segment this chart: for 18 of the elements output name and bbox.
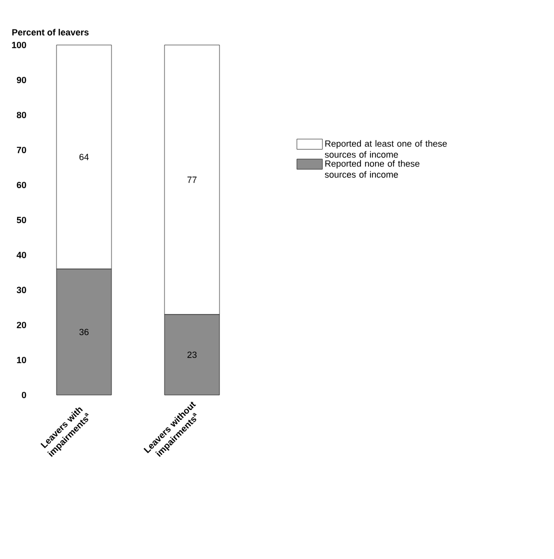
- y-tick-label: 80: [16, 112, 26, 118]
- y-tick-label: 40: [16, 252, 26, 258]
- data-label: 23: [187, 352, 197, 358]
- y-tick-label: 20: [16, 322, 26, 328]
- y-axis-title: Percent of leavers: [12, 28, 89, 36]
- data-label: 36: [79, 328, 89, 336]
- y-tick-label: 50: [16, 216, 26, 224]
- data-label: 64: [79, 154, 89, 160]
- y-tick-label: 60: [16, 182, 26, 188]
- y-tick-label: 10: [17, 356, 26, 364]
- y-tick-label: 0: [22, 392, 26, 398]
- y-tick-label: 30: [16, 286, 26, 294]
- y-tick-label: 100: [12, 42, 26, 48]
- legend-label: Reported none of these sources of income: [324, 160, 420, 178]
- data-label: 77: [187, 176, 197, 183]
- legend-label: Reported at least one of these sources of income: [324, 140, 447, 158]
- y-tick-label: 90: [16, 76, 26, 84]
- y-tick-label: 70: [16, 146, 26, 154]
